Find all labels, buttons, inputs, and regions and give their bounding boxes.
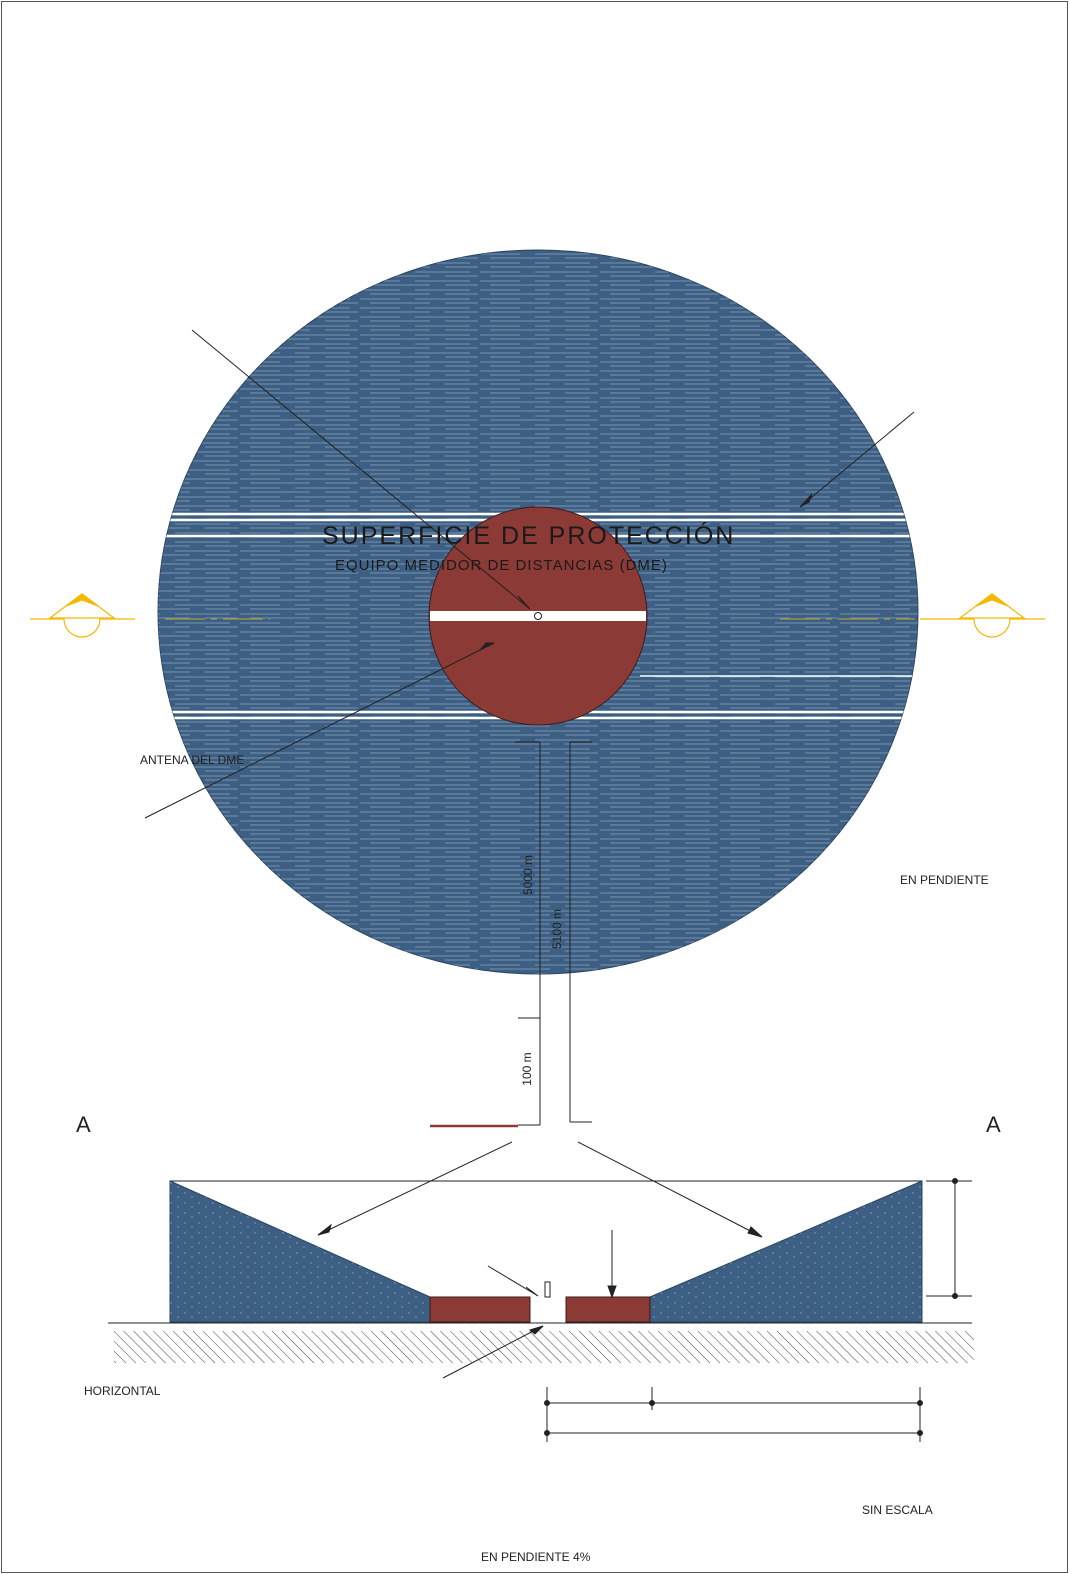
inner-horizontal-right [565,1296,651,1323]
section-leaders [442,1230,617,1379]
dme-antenna-icon-section [544,1281,551,1298]
dme-antenna-icon [534,612,542,620]
section-marker-right [780,593,1045,638]
dimension-outer-total: 5100 m [550,908,564,950]
leader-lines [144,329,915,819]
right-slope-texture [650,1181,922,1322]
title-line-2: EQUIPO MEDIDOR DE DISTANCIAS (DME) [335,557,668,574]
ground-hatch [114,1331,974,1363]
dimension-lines [515,741,592,1126]
sloped-label-right: EN PENDIENTE [900,873,989,887]
dimension-outer-radius: 5000 m [521,854,535,896]
dimension-inner-radius: 100 m [520,1052,534,1086]
height-dimension [926,1178,972,1299]
section-mark-right: A [986,1112,1001,1137]
section-marker-left [30,593,270,638]
left-slope-texture [170,1181,430,1322]
scale-label: SIN ESCALA [862,1503,933,1517]
antenna-label: ANTENA DEL DME [140,753,245,767]
section-mark-left: A [76,1112,91,1137]
sloped-bottom-label: EN PENDIENTE 4% [481,1550,591,1564]
ground-dots [170,1323,922,1329]
inner-horizontal-left [429,1296,531,1323]
width-dimensions [544,1387,923,1442]
horizontal-label: HORIZONTAL [84,1384,161,1398]
section-arrows [317,1141,763,1238]
title-line-1: SUPERFICIE DE PROTECCIÓN [322,522,736,550]
